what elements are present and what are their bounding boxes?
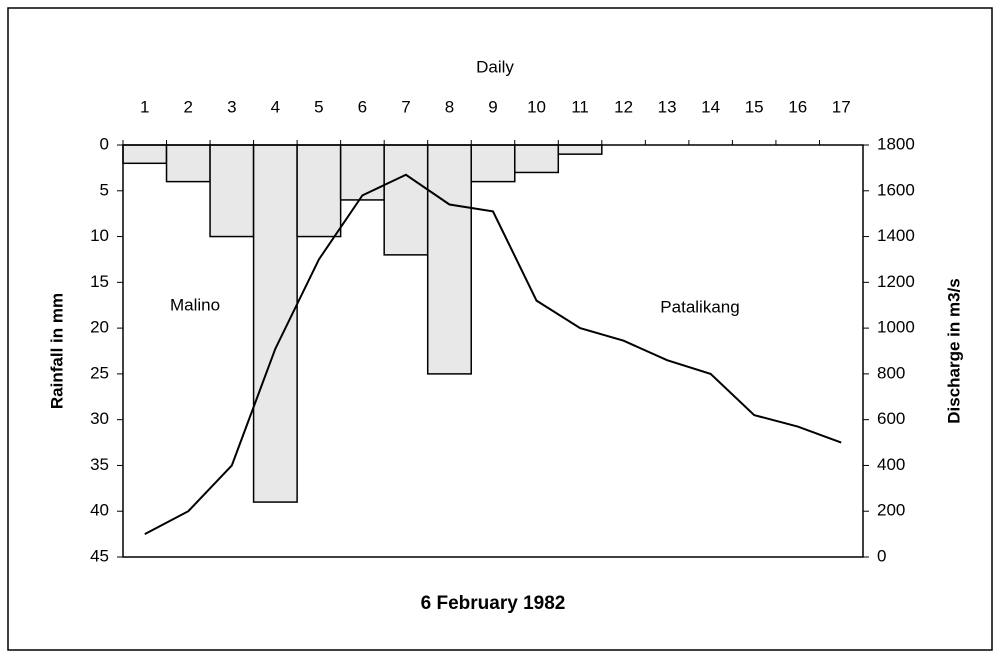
y-tick-label: 40 <box>90 501 109 520</box>
bar <box>383 144 429 256</box>
x-tick-label: 5 <box>314 97 323 116</box>
x-tick-label: 10 <box>527 97 546 116</box>
x-tick-label: 16 <box>788 97 807 116</box>
frame <box>7 7 993 651</box>
y-tick-label: 10 <box>90 226 109 245</box>
x-axis-label: Daily <box>476 57 514 76</box>
bar <box>252 144 298 503</box>
y2-tick-label: 1200 <box>877 272 915 291</box>
x-tick-label: 15 <box>745 97 764 116</box>
bar <box>557 144 603 155</box>
y2-tick-label: 800 <box>877 363 905 382</box>
y2-tick-label: 200 <box>877 501 905 520</box>
y-axis-label: Rainfall in mm <box>47 293 66 409</box>
y2-tick-label: 1000 <box>877 318 915 337</box>
chart-title: 6 February 1982 <box>421 593 566 614</box>
x-tick-label: 8 <box>445 97 454 116</box>
y-tick-label: 25 <box>90 363 109 382</box>
x-tick-label: 7 <box>401 97 410 116</box>
plot-area <box>122 144 864 558</box>
y2-tick-label: 1400 <box>877 226 915 245</box>
x-tick-label: 1 <box>140 97 149 116</box>
line <box>144 173 842 535</box>
y2-tick-label: 1800 <box>877 134 915 153</box>
y2-tick-label: 400 <box>877 455 905 474</box>
x-tick-label: 6 <box>358 97 367 116</box>
y-tick-label: 45 <box>90 546 109 565</box>
y2-tick-label: 0 <box>877 546 886 565</box>
y2-axis-label: Discharge in m3/s <box>944 278 963 424</box>
y2-tick-label: 600 <box>877 409 905 428</box>
x-tick-label: 11 <box>571 97 589 116</box>
bar <box>209 144 255 238</box>
bar <box>426 144 472 375</box>
x-tick-label: 12 <box>614 97 633 116</box>
bar <box>470 144 516 183</box>
y-tick-label: 0 <box>100 134 109 153</box>
x-tick-label: 14 <box>701 97 720 116</box>
y-tick-label: 30 <box>90 409 109 428</box>
x-tick-label: 3 <box>227 97 236 116</box>
y-tick-label: 20 <box>90 318 109 337</box>
x-tick-label: 13 <box>658 97 677 116</box>
bar <box>165 144 211 183</box>
annotation: Malino <box>170 295 220 314</box>
x-tick-label: 17 <box>832 97 851 116</box>
y-tick-label: 5 <box>100 180 109 199</box>
x-tick-label: 9 <box>488 97 497 116</box>
bar <box>339 144 385 201</box>
bar <box>296 144 342 238</box>
y-tick-label: 15 <box>90 272 109 291</box>
y-tick-label: 35 <box>90 455 109 474</box>
x-tick-label: 2 <box>184 97 193 116</box>
annotation: Patalikang <box>660 297 739 316</box>
y2-tick-label: 1600 <box>877 180 915 199</box>
bar <box>122 144 168 165</box>
bar <box>514 144 560 174</box>
x-tick-label: 4 <box>271 97 280 116</box>
